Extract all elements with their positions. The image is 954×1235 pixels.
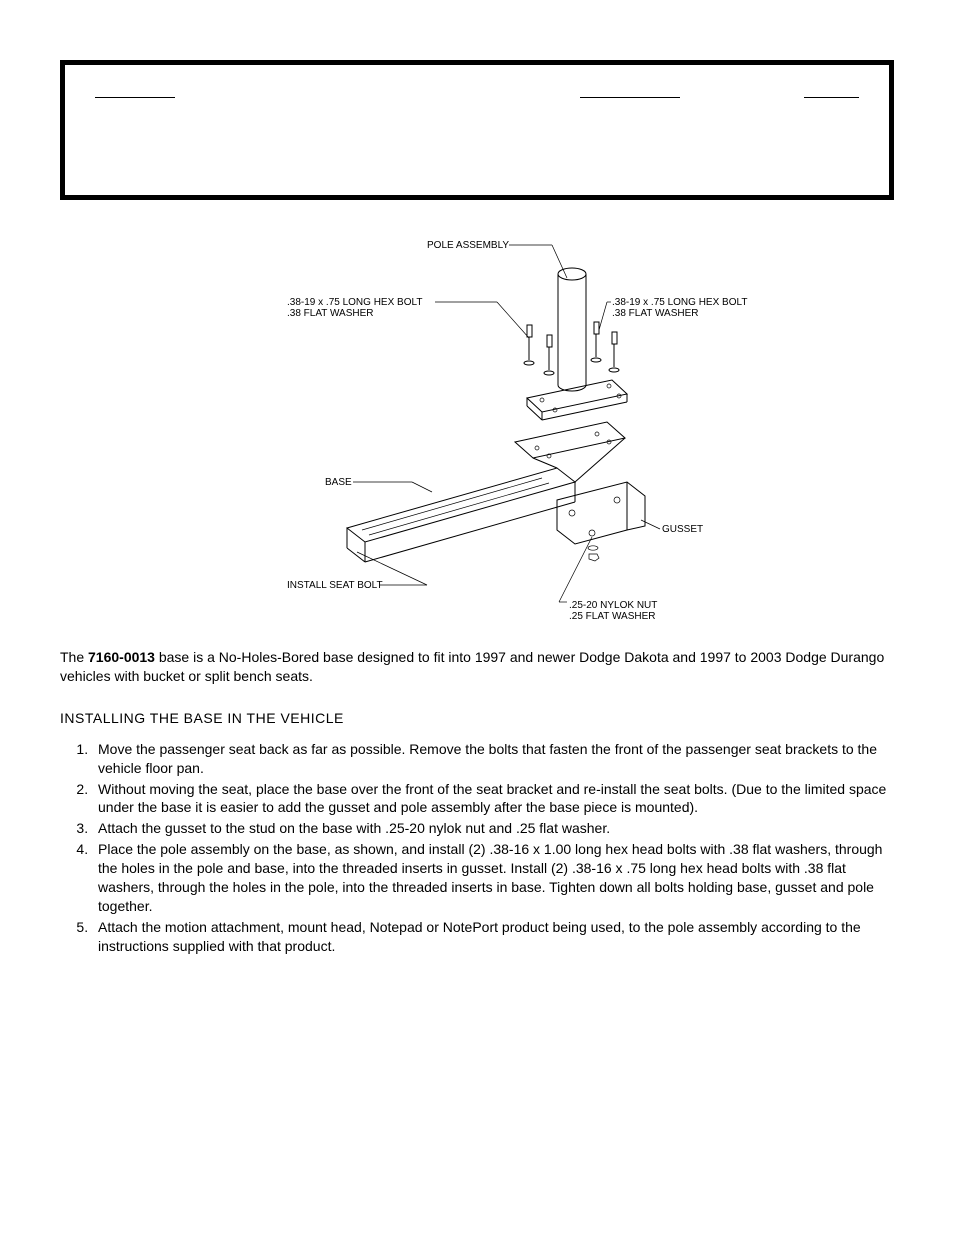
header-underline-mid [580, 97, 680, 98]
intro-rest: base is a No-Holes-Bored base designed t… [60, 649, 884, 684]
header-underline-right [804, 97, 859, 98]
figure-container: POLE ASSEMBLY .38-19 x .75 LONG HEX BOLT… [60, 230, 894, 630]
intro-prefix: The [60, 649, 88, 665]
document-page: POLE ASSEMBLY .38-19 x .75 LONG HEX BOLT… [0, 0, 954, 998]
step-item: Without moving the seat, place the base … [92, 780, 894, 818]
header-underline-left [95, 97, 175, 98]
label-install-seat-bolt: INSTALL SEAT BOLT [287, 580, 383, 591]
label-nylok: .25-20 NYLOK NUT.25 FLAT WASHER [569, 600, 657, 622]
intro-paragraph: The 7160-0013 base is a No-Holes-Bored b… [60, 648, 894, 686]
install-steps: Move the passenger seat back as far as p… [60, 740, 894, 956]
label-bolt-left: .38-19 x .75 LONG HEX BOLT.38 FLAT WASHE… [287, 297, 422, 319]
step-item: Place the pole assembly on the base, as … [92, 840, 894, 916]
label-base: BASE [325, 477, 352, 488]
label-gusset: GUSSET [662, 524, 703, 535]
intro-partnum: 7160-0013 [88, 649, 155, 665]
assembly-diagram: POLE ASSEMBLY .38-19 x .75 LONG HEX BOLT… [197, 230, 757, 630]
step-item: Attach the gusset to the stud on the bas… [92, 819, 894, 838]
label-pole-assembly: POLE ASSEMBLY [427, 240, 509, 251]
step-item: Attach the motion attachment, mount head… [92, 918, 894, 956]
label-bolt-right: .38-19 x .75 LONG HEX BOLT.38 FLAT WASHE… [612, 297, 747, 319]
step-item: Move the passenger seat back as far as p… [92, 740, 894, 778]
header-box [60, 60, 894, 200]
section-heading: INSTALLING THE BASE IN THE VEHICLE [60, 710, 894, 726]
